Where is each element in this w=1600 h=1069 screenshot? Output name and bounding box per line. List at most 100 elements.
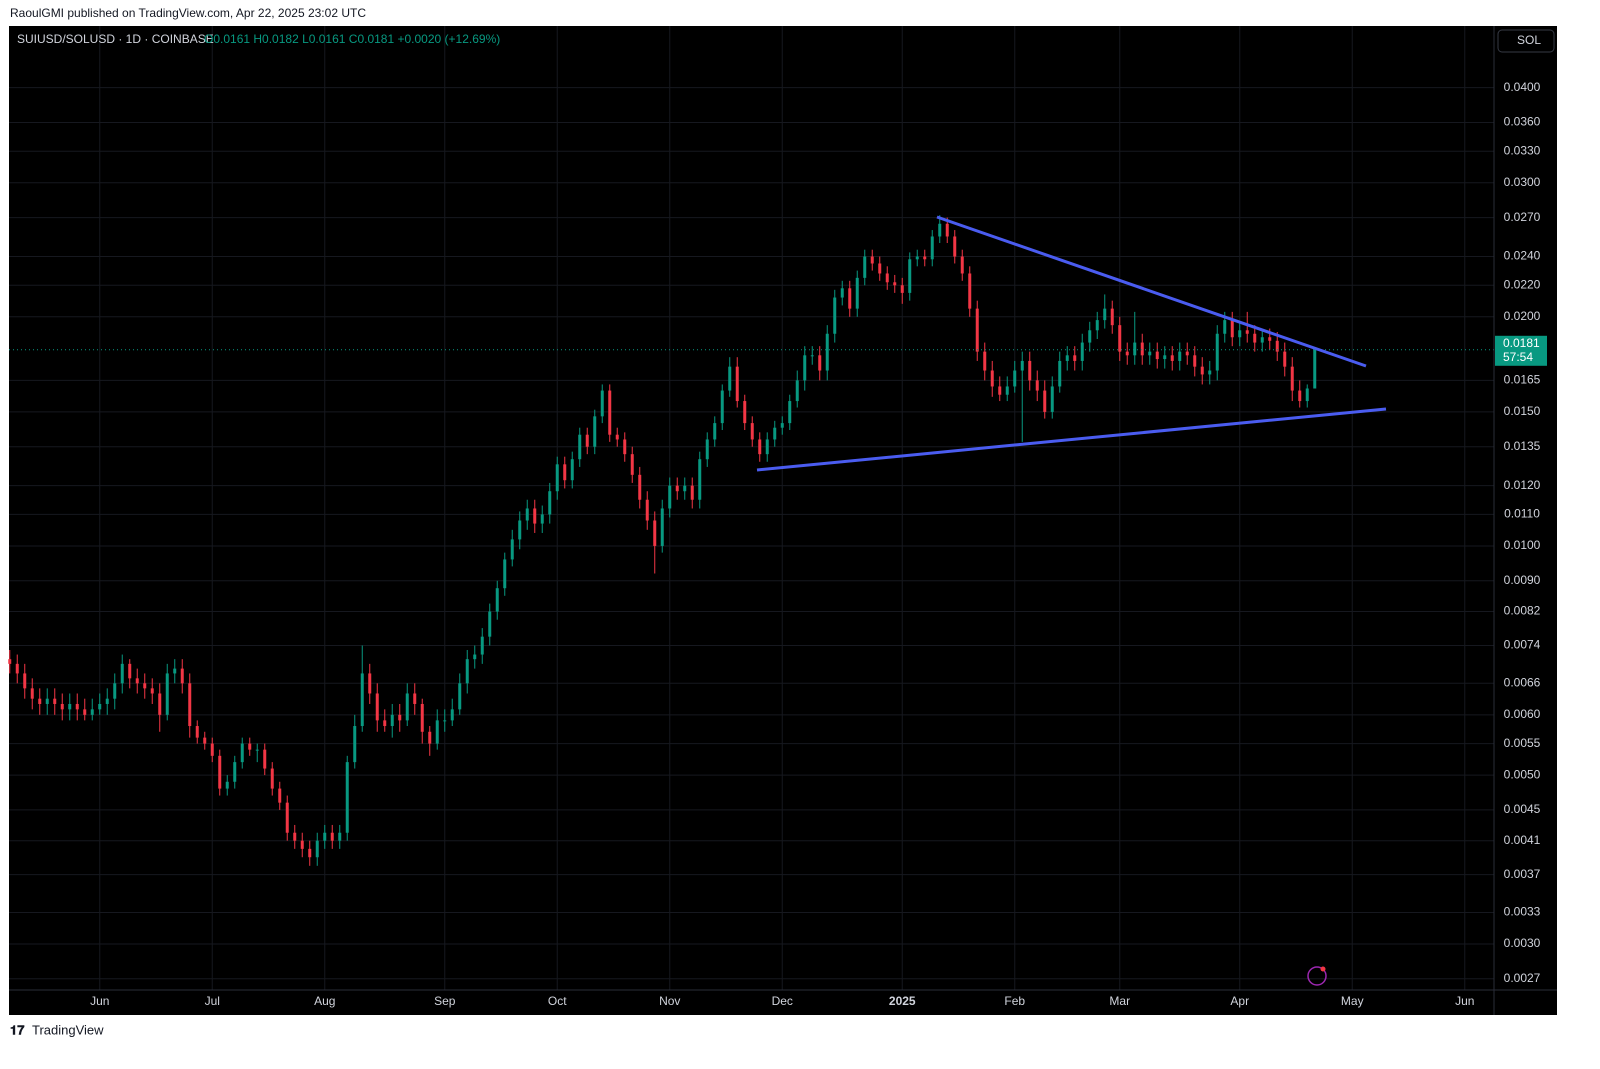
x-tick-label: Jul	[205, 994, 220, 1008]
y-tick-label: 0.0150	[1504, 404, 1541, 418]
candle-body	[675, 485, 679, 492]
brand-logo: 𝟏𝟕	[10, 1022, 25, 1037]
candle-body	[638, 474, 642, 500]
candle-body	[863, 256, 867, 278]
y-tick-label: 0.0270	[1504, 210, 1541, 224]
candle-body	[300, 840, 304, 849]
candle-body	[728, 366, 732, 391]
last-price-box	[1495, 335, 1547, 366]
candle-body	[930, 236, 934, 260]
candle-body	[923, 256, 927, 260]
candle-body	[1178, 351, 1182, 361]
y-tick-label: 0.0300	[1504, 175, 1541, 189]
candle-body	[585, 434, 589, 447]
candle-body	[773, 427, 777, 440]
candle-body	[1133, 342, 1137, 356]
y-tick-label: 0.0090	[1504, 573, 1541, 587]
candle-body	[990, 370, 994, 387]
candle-body	[1313, 349, 1317, 389]
candle-body	[953, 236, 957, 257]
candle-body	[1080, 342, 1084, 361]
x-tick-label: Dec	[772, 994, 793, 1008]
y-tick-label: 0.0240	[1504, 249, 1541, 263]
candle-body	[75, 703, 79, 710]
candle-body	[780, 423, 784, 428]
candle-body	[893, 282, 897, 286]
candle-body	[548, 491, 552, 515]
candle-body	[53, 698, 57, 704]
candle-body	[225, 781, 229, 789]
candle-body	[1245, 330, 1249, 334]
candle-body	[248, 743, 252, 750]
candle-body	[623, 439, 627, 455]
candle-body	[420, 703, 424, 732]
candle-body	[285, 802, 289, 833]
candle-body	[383, 720, 387, 727]
y-tick-label: 0.0074	[1504, 638, 1541, 652]
brand: TradingView	[32, 1022, 104, 1037]
y-tick-label: 0.0066	[1504, 675, 1541, 689]
y-tick-label: 0.0360	[1504, 115, 1541, 129]
candle-body	[330, 832, 334, 841]
candle-body	[915, 256, 919, 260]
candle-body	[1148, 351, 1152, 356]
candle-body	[353, 726, 357, 763]
candle-body	[578, 434, 582, 460]
candle-body	[1268, 337, 1272, 341]
candle-body	[150, 688, 154, 694]
candle-body	[240, 743, 244, 763]
trendline-lower	[756, 407, 1387, 472]
candle-body	[503, 559, 507, 589]
candle-body	[105, 698, 109, 704]
candle-body	[600, 390, 604, 417]
candle-body	[803, 355, 807, 381]
candle-body	[1238, 330, 1242, 338]
candle-body	[1223, 320, 1227, 334]
y-tick-label: 0.0165	[1504, 373, 1541, 387]
candle-body	[368, 673, 372, 694]
candle-body	[375, 693, 379, 721]
candle-body	[1185, 351, 1189, 356]
y-tick-label: 0.0027	[1504, 971, 1541, 985]
candle-body	[30, 688, 34, 699]
y-tick-label: 0.0041	[1504, 833, 1541, 847]
candle-body	[840, 288, 844, 298]
candle-body	[338, 832, 342, 841]
candle-body	[345, 762, 349, 833]
lightning-icon[interactable]	[1307, 966, 1327, 986]
y-tick-label: 0.0120	[1504, 478, 1541, 492]
candle-body	[263, 749, 267, 769]
candle-body	[563, 464, 567, 481]
candle-body	[1260, 337, 1264, 343]
candle-body	[495, 588, 499, 612]
candle-body	[480, 636, 484, 655]
candle-body	[255, 749, 259, 751]
candle-body	[458, 683, 462, 710]
candle-body	[278, 788, 282, 803]
candle-body	[218, 755, 222, 789]
candle-body	[525, 508, 529, 521]
candle-body	[683, 485, 687, 492]
candle-body	[1065, 355, 1069, 361]
candle-body	[878, 263, 882, 274]
candle-body	[1043, 390, 1047, 412]
x-tick-label: Aug	[314, 994, 335, 1008]
currency-button[interactable]	[1497, 29, 1555, 53]
candle-body	[1163, 355, 1167, 360]
currency-button-label[interactable]: SOL	[1517, 33, 1541, 47]
candle-body	[1103, 308, 1107, 321]
candle-body	[630, 454, 634, 475]
candle-body	[398, 714, 402, 721]
candle-body	[660, 508, 664, 546]
candle-body	[1035, 380, 1039, 391]
candle-body	[128, 663, 132, 679]
candle-body	[158, 693, 162, 715]
candle-body	[113, 683, 117, 699]
candle-body	[1208, 370, 1212, 375]
y-tick-label: 0.0200	[1504, 309, 1541, 323]
candle-body	[668, 485, 672, 509]
attribution: RaoulGMI published on TradingView.com, A…	[10, 6, 366, 20]
candle-body	[413, 693, 417, 704]
candle-body	[180, 668, 184, 684]
